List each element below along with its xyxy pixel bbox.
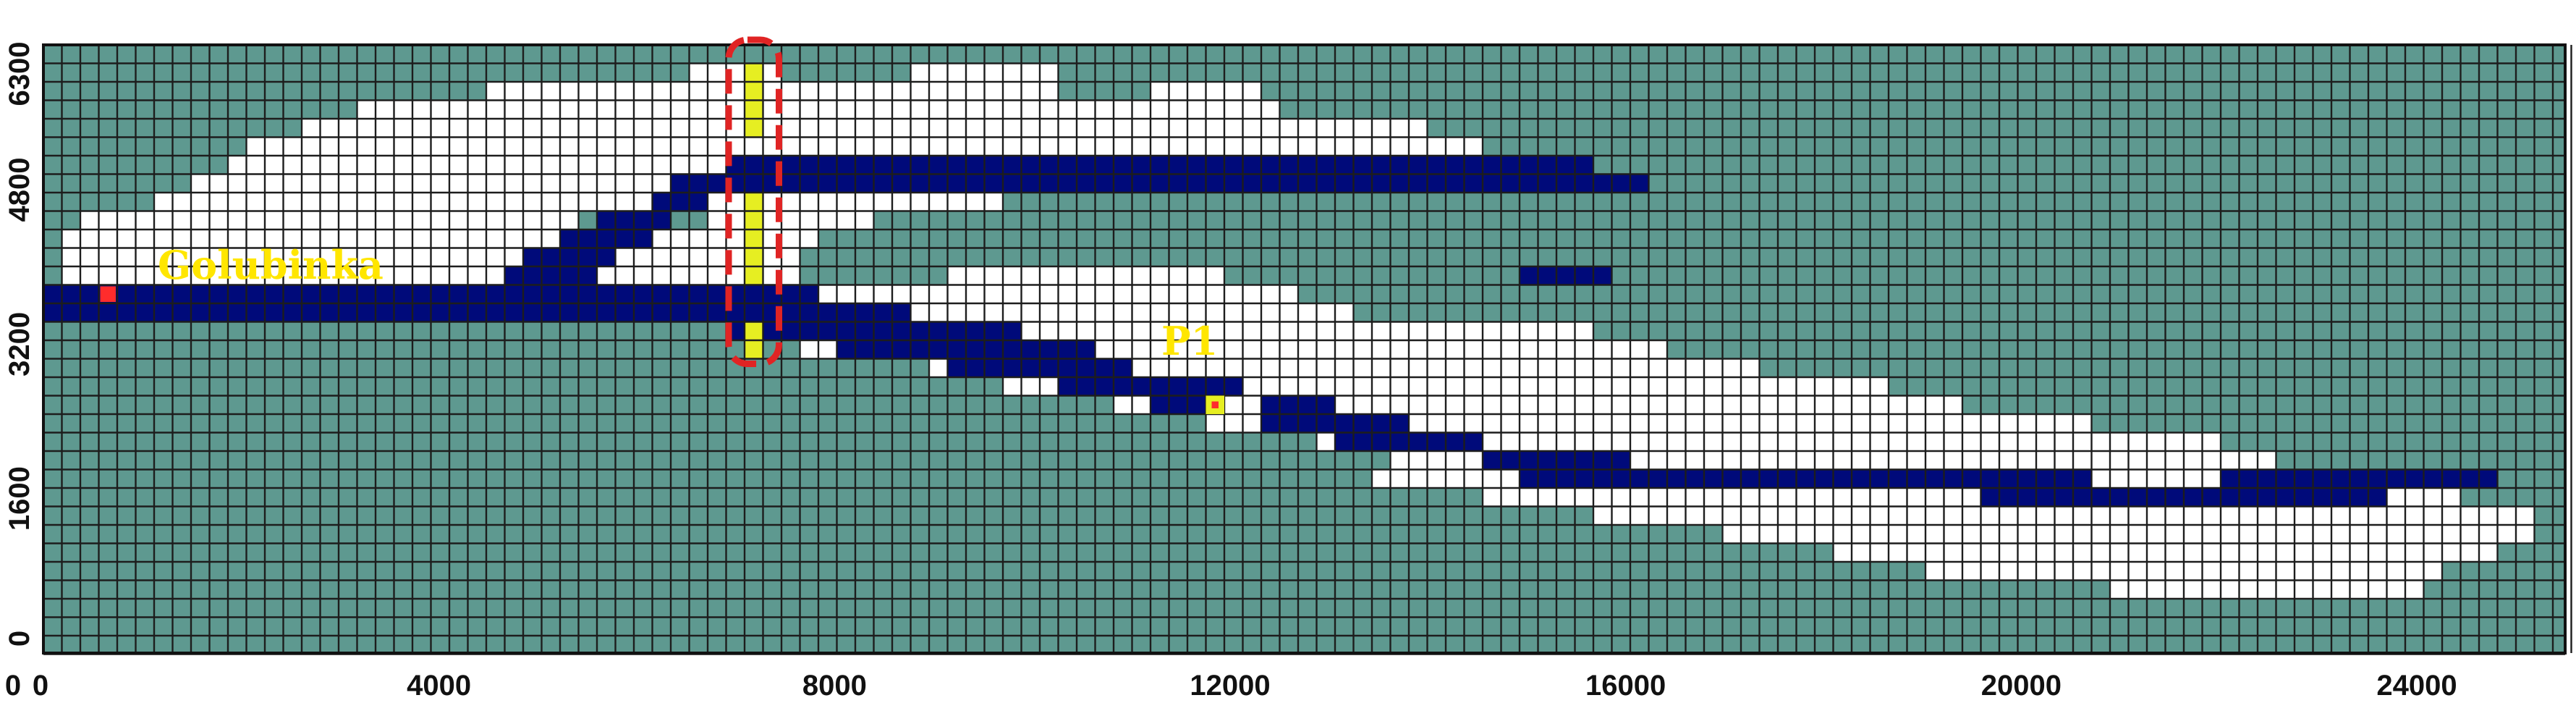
y-tick-label: 1600 (4, 466, 35, 531)
river-cell-row-6 (504, 266, 597, 285)
river-cell-row-2 (652, 193, 708, 211)
river-cell-row-4 (560, 230, 653, 248)
river-cell-row-5 (523, 248, 616, 266)
x-axis: 0 4000 8000 12000 16000 20000 24000 0 (5, 670, 2457, 702)
p1-label: P1 (1161, 318, 1218, 364)
river-cell-row-7 (1520, 266, 1612, 285)
river-cell-row-0 (726, 156, 1593, 174)
active-cell-row-16 (947, 266, 1224, 285)
x-tick-label: 24000 (2376, 670, 2457, 702)
y-tick-label: 3200 (4, 312, 35, 376)
plot-frame (42, 43, 2567, 654)
river-cell-row-20 (2221, 469, 2498, 488)
labels: Golubinka P1 (158, 242, 1218, 364)
x-tick-label: 8000 (802, 670, 867, 702)
grid-lines (42, 43, 2572, 655)
x-tick-label: 20000 (1981, 670, 2062, 702)
x-tick-label: 12000 (1190, 670, 1270, 702)
y-tick-label: 4800 (4, 158, 35, 222)
y-tick-label: 0 (4, 631, 35, 647)
y-tick-label: 6300 (4, 42, 35, 106)
x-tick-label: 16000 (1585, 670, 1666, 702)
active-cell-row-11 (80, 211, 579, 230)
highlight-dashed-box (725, 36, 782, 367)
active-cell-row-0 (689, 63, 781, 82)
active-cell-row-33 (2110, 580, 2424, 599)
active-cell-row-2 (486, 82, 1059, 101)
x-tick-label: 4000 (407, 670, 471, 702)
active-cell-row-5 (302, 119, 1428, 138)
grid-cells (43, 45, 2565, 653)
corner-zero-label: 0 (5, 670, 21, 702)
river-cell-row-19 (1520, 469, 2092, 488)
active-cell-row-29 (1593, 506, 2535, 525)
golubinka-label: Golubinka (158, 242, 384, 288)
overlays (100, 36, 1224, 414)
river-cell-row-9 (43, 303, 911, 322)
river-cell-row-1 (671, 174, 1649, 193)
active-cell-row-13 (62, 230, 818, 248)
x-tick-label: 0 (33, 670, 48, 702)
active-cell-row-6 (246, 137, 1483, 156)
river-cell-row-14 (1151, 395, 1206, 414)
active-cell-row-12 (708, 211, 874, 230)
p1-cell-center (1211, 401, 1219, 408)
y-axis: 0 1600 3200 4800 6300 (4, 42, 35, 647)
observation-cell-run-1 (745, 193, 763, 285)
golubinka-cell (100, 286, 116, 302)
